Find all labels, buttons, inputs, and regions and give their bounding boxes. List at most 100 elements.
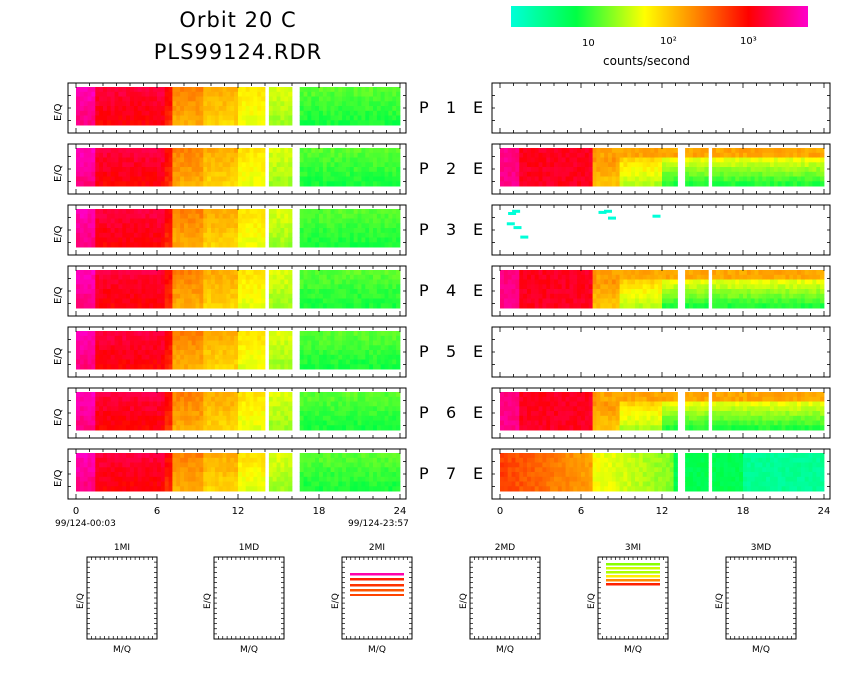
heatmap-cell <box>272 176 277 182</box>
heatmap-cell <box>376 392 382 398</box>
heatmap-cell <box>141 279 146 285</box>
heatmap-cell <box>241 106 247 112</box>
heatmap-cell <box>222 157 227 163</box>
heatmap-cell <box>130 298 135 304</box>
heatmap-cell <box>187 209 193 215</box>
heatmap-cell <box>91 457 96 463</box>
heatmap-cell <box>241 270 247 276</box>
heatmap-cell <box>76 481 81 487</box>
heatmap-cell <box>180 420 185 426</box>
heatmap-cell <box>353 162 358 168</box>
heatmap-cell <box>303 457 308 463</box>
heatmap-cell <box>280 209 285 215</box>
heatmap-cell <box>141 213 146 219</box>
heatmap-cell <box>334 223 339 229</box>
heatmap-cell <box>126 359 131 365</box>
heatmap-cell <box>369 232 374 238</box>
heatmap-cell <box>326 396 331 402</box>
heatmap-cell <box>257 303 262 309</box>
heatmap-cell <box>373 91 378 97</box>
heatmap-cell <box>191 209 196 215</box>
heatmap-cell <box>268 274 274 280</box>
heatmap-cell <box>153 453 158 459</box>
heatmap-cell <box>249 91 254 97</box>
heatmap-cell <box>226 472 231 478</box>
heatmap-cell <box>106 472 112 478</box>
heatmap-cell <box>396 335 401 341</box>
heatmap-cell <box>357 303 362 309</box>
heatmap-cell <box>191 218 196 224</box>
heatmap-cell <box>145 420 150 426</box>
heatmap-cell <box>307 167 312 173</box>
heatmap-cell <box>288 157 293 163</box>
heatmap-cell <box>168 87 173 93</box>
heatmap-cell <box>315 162 320 168</box>
heatmap-cell <box>249 171 254 177</box>
heatmap-cell <box>95 396 100 402</box>
heatmap-cell <box>319 481 324 487</box>
heatmap-cell <box>388 486 393 492</box>
heatmap-cell <box>376 472 382 478</box>
heatmap-cell <box>268 115 274 121</box>
heatmap-cell <box>191 472 196 478</box>
heatmap-cell <box>106 350 112 356</box>
heatmap-cell <box>184 486 189 492</box>
heatmap-cell <box>241 298 247 304</box>
heatmap-cell <box>95 303 100 309</box>
heatmap-cell <box>268 270 274 276</box>
heatmap-cell <box>249 152 254 158</box>
heatmap-cell <box>276 87 281 93</box>
heatmap-cell <box>249 274 254 280</box>
heatmap-cell <box>380 289 385 295</box>
heatmap-cell <box>168 209 173 215</box>
heatmap-cell <box>249 110 254 116</box>
heatmap-cell <box>149 242 154 248</box>
heatmap-cell <box>253 148 258 154</box>
heatmap-cell <box>272 152 277 158</box>
heatmap-cell <box>195 223 200 229</box>
heatmap-cell <box>322 298 328 304</box>
heatmap-cell <box>99 396 104 402</box>
heatmap-cell <box>157 209 162 215</box>
heatmap-cell <box>253 209 258 215</box>
heatmap-cell <box>149 213 154 219</box>
heatmap-cell <box>349 411 355 417</box>
heatmap-cell <box>280 152 285 158</box>
heatmap-cell <box>369 181 374 187</box>
heatmap-cell <box>330 396 335 402</box>
heatmap-cell <box>234 87 239 93</box>
heatmap-cell <box>365 148 370 154</box>
heatmap-cell <box>373 101 378 107</box>
heatmap-cell <box>241 157 247 163</box>
heatmap-cell <box>268 293 274 299</box>
heatmap-cell <box>118 171 123 177</box>
heatmap-cell <box>130 223 135 229</box>
heatmap-cell <box>218 223 223 229</box>
heatmap-cell <box>191 101 196 107</box>
heatmap-cell <box>361 401 366 407</box>
heatmap-cell <box>172 354 177 360</box>
heatmap-cell <box>103 120 108 126</box>
heatmap-cell <box>234 462 239 468</box>
y-axis-label-eq: E/Q <box>53 103 64 121</box>
heatmap-cell <box>180 157 185 163</box>
heatmap-cell <box>95 481 100 487</box>
heatmap-cell <box>249 289 254 295</box>
heatmap-cell <box>319 472 324 478</box>
heatmap-cell <box>91 289 96 295</box>
heatmap-cell <box>157 331 162 337</box>
heatmap-cell <box>180 223 185 229</box>
heatmap-cell <box>311 462 316 468</box>
heatmap-cell <box>388 209 393 215</box>
heatmap-cell <box>79 162 85 168</box>
heatmap-cell <box>388 289 393 295</box>
heatmap-cell <box>288 462 293 468</box>
heatmap-cell <box>303 167 308 173</box>
heatmap-cell <box>261 462 266 468</box>
heatmap-cell <box>214 331 220 337</box>
heatmap-cell <box>392 223 397 229</box>
heatmap-cell <box>303 340 308 346</box>
heatmap-cell <box>195 406 200 412</box>
heatmap-cell <box>160 279 166 285</box>
heatmap-cell <box>91 340 96 346</box>
